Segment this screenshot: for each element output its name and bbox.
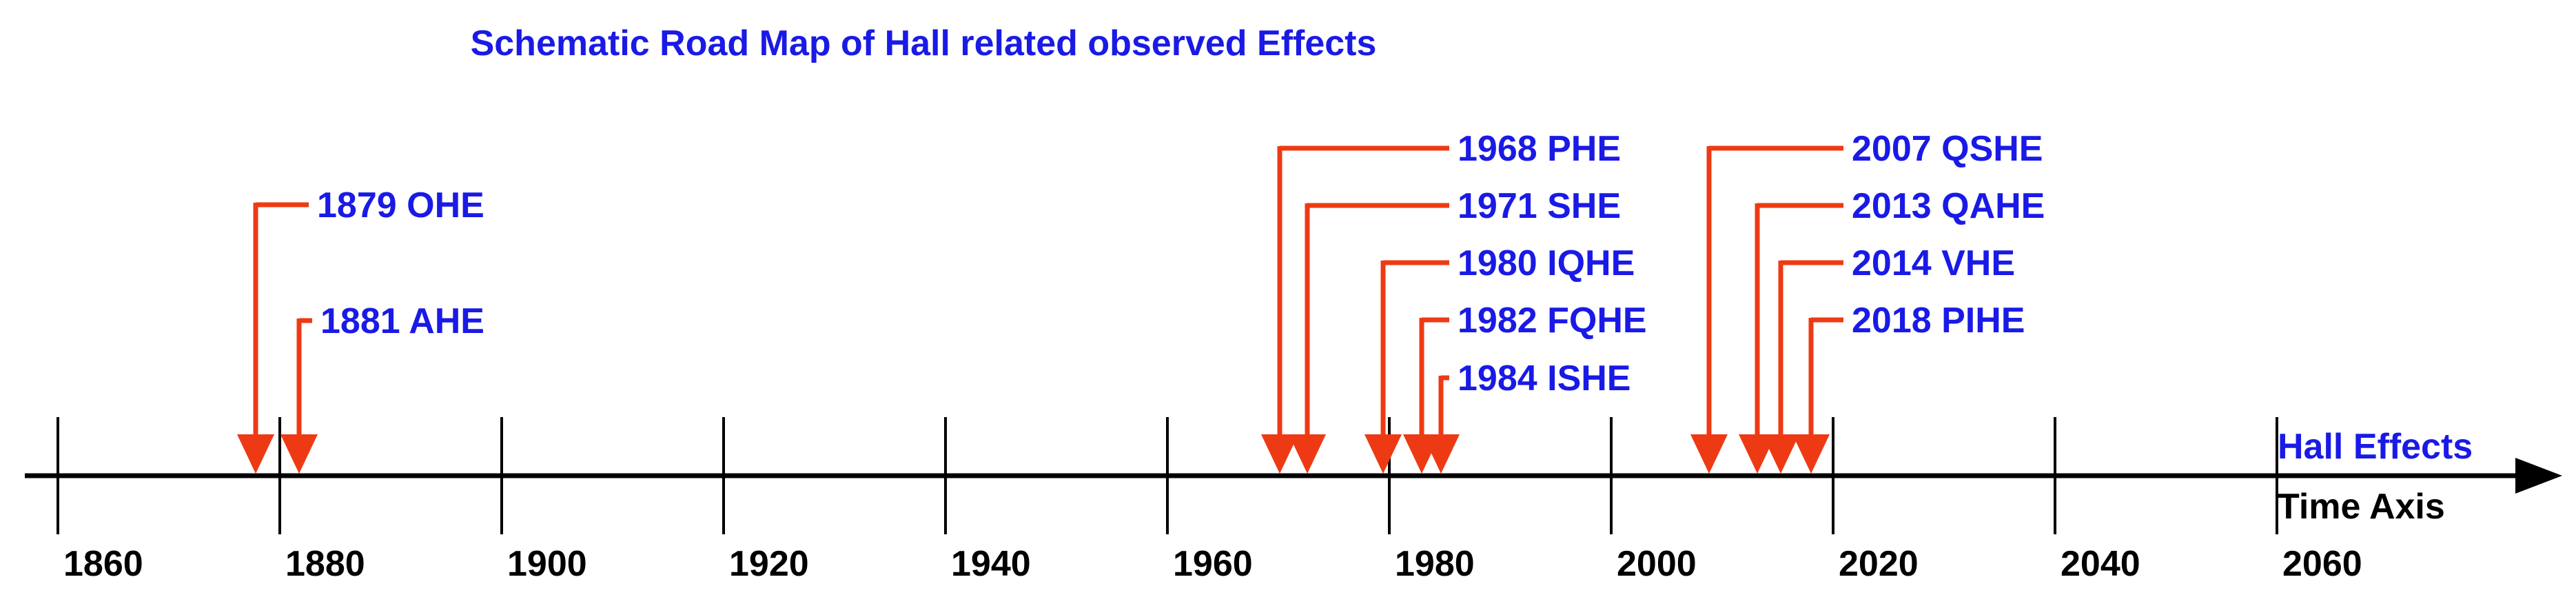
event-arrowhead <box>1261 434 1298 474</box>
event-2014-vhe: 2014 VHE <box>1762 243 2015 474</box>
axis-tick-label-1980: 1980 <box>1395 544 1475 584</box>
page-title: Schematic Road Map of Hall related obser… <box>471 23 1377 63</box>
event-label: 1982 FQHE <box>1458 301 1647 341</box>
event-1971-she: 1971 SHE <box>1289 186 1621 474</box>
event-label: 1881 AHE <box>320 301 484 341</box>
event-arrowhead <box>1690 434 1728 474</box>
event-1881-ahe: 1881 AHE <box>280 301 484 474</box>
axis-tick-label-2020: 2020 <box>1839 544 1919 584</box>
time-axis-arrowhead <box>2515 458 2562 494</box>
event-1879-ohe: 1879 OHE <box>237 185 484 474</box>
event-2013-qahe: 2013 QAHE <box>1739 186 2045 474</box>
event-arrowhead <box>237 434 274 474</box>
axis-tick-label-2000: 2000 <box>1617 544 1697 584</box>
event-label: 1980 IQHE <box>1458 243 1635 283</box>
event-arrowhead <box>1289 434 1326 474</box>
axis-tick-labels: 1860 1880 1900 1920 1940 1960 1980 2000 2020 2040… <box>63 544 2362 584</box>
axis-tick-label-2040: 2040 <box>2061 544 2140 584</box>
axis-tick-label-1900: 1900 <box>507 544 587 584</box>
event-label: 1984 ISHE <box>1458 358 1631 398</box>
event-arrowhead <box>1422 434 1460 474</box>
axis-tick-label-1860: 1860 <box>63 544 143 584</box>
axis-tick-label-2060: 2060 <box>2282 544 2362 584</box>
event-1980-iqhe: 1980 IQHE <box>1364 243 1635 474</box>
event-1968-phe: 1968 PHE <box>1261 129 1621 474</box>
event-arrowhead <box>1792 434 1830 474</box>
event-label: 1968 PHE <box>1458 129 1621 169</box>
event-arrowhead <box>1364 434 1402 474</box>
event-2007-qshe: 2007 QSHE <box>1690 129 2043 474</box>
event-label: 2014 VHE <box>1852 243 2015 283</box>
axis-tick-label-1960: 1960 <box>1173 544 1253 584</box>
event-arrowhead <box>1762 434 1799 474</box>
event-label: 2018 PIHE <box>1852 301 2025 341</box>
event-label: 1879 OHE <box>317 185 484 225</box>
axis-tick-label-1920: 1920 <box>729 544 809 584</box>
event-arrowhead <box>280 434 318 474</box>
event-2018-pihe: 2018 PIHE <box>1792 301 2025 474</box>
axis-tick-label-1880: 1880 <box>285 544 365 584</box>
event-label: 2013 QAHE <box>1852 186 2045 226</box>
axis-tick-label-1940: 1940 <box>951 544 1031 584</box>
event-arrowhead <box>1739 434 1776 474</box>
time-axis-label: Time Axis <box>2278 487 2445 527</box>
event-label: 1971 SHE <box>1458 186 1621 226</box>
event-markers: 1879 OHE 1881 AHE 1968 PHE 1971 SHE 1980 IQH… <box>237 129 2045 474</box>
hall-effects-label: Hall Effects <box>2278 427 2473 467</box>
event-1984-ishe: 1984 ISHE <box>1422 358 1631 474</box>
axis-ticks <box>57 417 2278 534</box>
event-label: 2007 QSHE <box>1852 129 2043 169</box>
